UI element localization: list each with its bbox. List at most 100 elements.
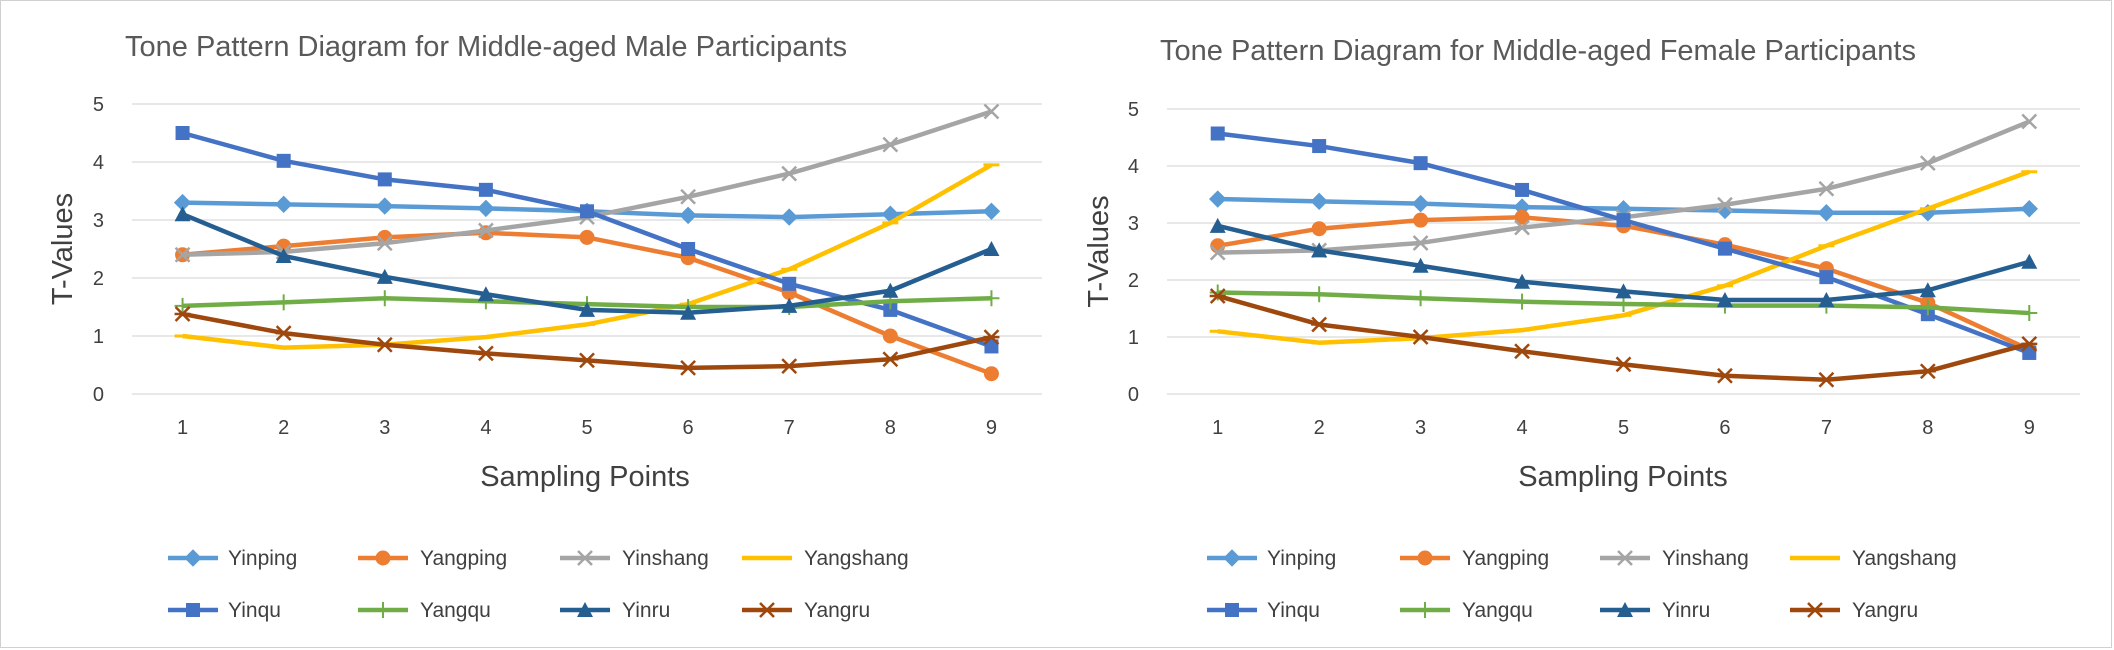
- data-point-yangru: [1919, 363, 1936, 380]
- data-point-yinru: [1818, 291, 1835, 307]
- data-point-yangru: [174, 306, 191, 322]
- data-point-yangru: [2021, 335, 2038, 352]
- legend-item-yinshang: Yinshang: [560, 547, 709, 570]
- series-line-yangshang: [182, 162, 993, 350]
- data-point-yinshang: [680, 188, 696, 205]
- x-tick-label: 9: [2024, 417, 2035, 439]
- data-point-yinqu: [377, 172, 392, 187]
- data-point-yinping: [1817, 204, 1836, 222]
- y-tick-label: 1: [1128, 327, 1139, 349]
- data-point-yangqu: [1919, 299, 1936, 316]
- data-point-yangqu: [174, 297, 191, 314]
- data-point-yinru: [1615, 283, 1632, 299]
- x-axis-label: Sampling Points: [1518, 461, 1728, 493]
- x-tick-label: 5: [1618, 417, 1629, 439]
- series-yangru: [174, 306, 1000, 376]
- data-point-yinping: [780, 208, 798, 226]
- data-point-yinru: [1311, 242, 1328, 258]
- data-point-yinqu: [883, 302, 898, 317]
- legend-marker: [577, 550, 593, 566]
- data-point-yinru: [376, 268, 393, 284]
- data-point-yinqu: [1717, 241, 1732, 256]
- data-point-yangru: [1818, 371, 1835, 388]
- legend-label: Yangqu: [1462, 599, 1533, 622]
- data-point-yinshang: [1514, 219, 1530, 236]
- x-tick-label: 6: [1719, 417, 1730, 439]
- data-point-yinshang: [174, 246, 191, 263]
- x-tick-label: 1: [1212, 417, 1223, 439]
- data-point-yinshang: [1818, 180, 1835, 197]
- data-point-yinping: [1209, 190, 1227, 208]
- data-point-yangqu: [1514, 293, 1531, 310]
- data-point-yangqu: [1311, 286, 1328, 303]
- x-tick-label: 7: [784, 417, 795, 439]
- legend-item-yangping: Yangping: [1400, 547, 1549, 570]
- data-point-yinru: [1412, 257, 1429, 273]
- data-point-yinshang: [781, 165, 798, 182]
- data-point-yinru: [579, 301, 595, 317]
- data-point-yangru: [1412, 329, 1429, 345]
- data-point-yinshang: [983, 103, 1000, 120]
- series-yinqu: [1210, 126, 2037, 360]
- legend-label: Yinshang: [622, 547, 709, 570]
- data-point-yinshang: [376, 235, 393, 252]
- series-yinru: [174, 206, 1000, 320]
- chart-1: Tone Pattern Diagram for Middle-aged Mal…: [47, 31, 1042, 622]
- y-tick-label: 4: [1128, 156, 1139, 178]
- legend-label: Yinru: [622, 599, 670, 622]
- x-tick-label: 4: [480, 417, 491, 439]
- data-point-yinping: [1411, 194, 1430, 213]
- series-yangshang: [174, 162, 1000, 350]
- legend-label: Yangping: [1462, 547, 1549, 570]
- legend-item-yangru: Yangru: [1790, 599, 1918, 622]
- data-point-yinqu: [276, 153, 291, 168]
- series-yangru: [1209, 288, 2038, 388]
- data-point-yangqu: [275, 294, 292, 311]
- data-point-yinping: [679, 206, 697, 225]
- data-point-yangru: [680, 360, 697, 376]
- data-point-yinshang: [1412, 235, 1429, 251]
- data-point-yangru: [1716, 367, 1733, 384]
- data-point-yinru: [1514, 273, 1531, 289]
- data-point-yangping: [983, 366, 999, 382]
- y-tick-label: 3: [93, 210, 104, 232]
- legend-item-yangqu: Yangqu: [1400, 599, 1533, 622]
- legend-item-yangqu: Yangqu: [358, 599, 491, 622]
- y-tick-label: 2: [1128, 270, 1139, 292]
- data-point-yinru: [174, 206, 191, 222]
- data-point-yinqu: [2022, 345, 2037, 360]
- y-tick-label: 0: [93, 384, 104, 406]
- data-point-yinqu: [782, 276, 797, 291]
- x-tick-label: 2: [278, 417, 289, 439]
- y-tick-label: 0: [1128, 384, 1139, 406]
- legend-label: Yinping: [1267, 547, 1336, 570]
- y-tick-label: 5: [1128, 99, 1139, 121]
- legend-label: Yangshang: [804, 547, 909, 570]
- x-tick-label: 4: [1516, 417, 1527, 439]
- data-point-yangru: [275, 325, 292, 341]
- x-tick-label: 3: [379, 417, 390, 439]
- data-point-yangping: [1514, 209, 1530, 225]
- legend-item-yangshang: Yangshang: [742, 547, 909, 570]
- x-tick-label: 6: [683, 417, 694, 439]
- data-point-yinru: [983, 241, 1000, 256]
- data-point-yinping: [1310, 192, 1328, 211]
- data-point-yangru: [882, 351, 899, 368]
- legend-label: Yangqu: [420, 599, 491, 622]
- data-point-yinqu: [1413, 156, 1428, 171]
- data-point-yinqu: [1819, 270, 1834, 285]
- x-tick-label: 9: [986, 417, 997, 439]
- legend-marker: [1807, 602, 1823, 618]
- legend-marker: [577, 602, 593, 617]
- data-point-yinru: [882, 282, 899, 298]
- data-point-yangqu: [1412, 290, 1429, 307]
- legend-marker: [184, 549, 202, 567]
- data-point-yangru: [1311, 316, 1328, 333]
- legend-marker: [375, 602, 391, 618]
- data-point-yinshang: [1919, 155, 1936, 172]
- data-point-yangru: [1514, 343, 1531, 360]
- series-line-yangshang: [1217, 169, 2031, 345]
- data-point-yinqu: [681, 242, 696, 256]
- legend-item-yinqu: Yinqu: [168, 599, 281, 622]
